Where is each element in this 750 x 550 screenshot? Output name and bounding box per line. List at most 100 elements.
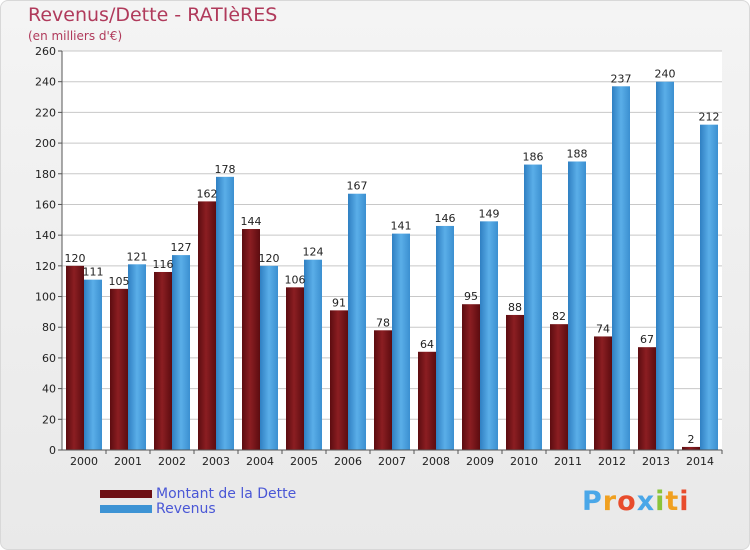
data-label-revenus: 188: [567, 147, 588, 160]
bar-revenus: [656, 81, 674, 450]
y-tick-label: 160: [35, 198, 56, 211]
y-tick-label: 40: [42, 383, 56, 396]
bar-revenus: [216, 176, 234, 451]
x-tick-label: 2013: [642, 455, 670, 468]
data-label-dette: 91: [332, 296, 346, 309]
y-tick-label: 260: [35, 45, 56, 58]
bar-revenus: [524, 164, 542, 451]
x-tick-label: 2000: [70, 455, 98, 468]
data-label-revenus: 167: [347, 180, 368, 193]
data-label-dette: 144: [241, 215, 262, 228]
bar-dette: [594, 336, 612, 450]
bar-dette: [110, 288, 128, 450]
bar-dette: [242, 229, 260, 450]
logo-letter: t: [665, 486, 680, 517]
data-label-dette: 120: [65, 252, 86, 265]
x-tick-label: 2008: [422, 455, 450, 468]
legend-label-dette: Montant de la Dette: [156, 486, 297, 502]
bar-revenus: [392, 233, 410, 450]
data-label-dette: 95: [464, 290, 478, 303]
bar-dette: [638, 347, 656, 450]
logo-letter: o: [617, 486, 637, 517]
data-label-revenus: 240: [655, 68, 676, 81]
data-label-revenus: 127: [171, 241, 192, 254]
x-axis-ticks: 2000 2001 2002 2003 2004 2005 2006 2007 2008 2009…: [70, 450, 723, 468]
x-tick-label: 2010: [510, 455, 538, 468]
bar-dette: [374, 330, 392, 450]
data-label-dette: 162: [197, 187, 218, 200]
x-tick-label: 2005: [290, 455, 318, 468]
data-label-revenus: 121: [127, 250, 148, 263]
x-tick-label: 2001: [114, 455, 142, 468]
data-labels: 1201111051211161271621781441201061249116…: [65, 68, 720, 446]
data-label-revenus: 111: [83, 266, 104, 279]
bar-dette: [550, 324, 568, 450]
y-tick-label: 200: [35, 137, 56, 150]
data-label-dette: 88: [508, 301, 522, 314]
bar-dette: [198, 201, 216, 450]
bar-dette: [66, 265, 84, 450]
legend-item-dette: Montant de la Dette: [100, 486, 296, 502]
data-label-dette: 64: [420, 338, 434, 351]
x-tick-label: 2012: [598, 455, 626, 468]
y-tick-label: 0: [49, 444, 56, 457]
y-axis-ticks: 0 20 40 60 80 100 120 140 160 180 200 220 240 260: [35, 45, 62, 457]
data-label-revenus: 212: [699, 111, 720, 124]
bar-dette: [330, 310, 348, 450]
bar-dette: [418, 351, 436, 450]
bar-revenus: [612, 86, 630, 451]
y-tick-label: 120: [35, 260, 56, 273]
bar-revenus: [128, 264, 146, 450]
data-label-dette: 78: [376, 316, 390, 329]
data-label-dette: 116: [153, 258, 174, 271]
data-label-revenus: 149: [479, 207, 500, 220]
bar-dette: [286, 287, 304, 450]
data-label-revenus: 146: [435, 212, 456, 225]
bar-dette: [506, 314, 524, 450]
data-label-dette: 2: [688, 433, 695, 446]
bar-revenus: [304, 259, 322, 450]
bar-dette: [682, 446, 700, 450]
y-tick-label: 140: [35, 229, 56, 242]
bars: [66, 81, 718, 451]
data-label-revenus: 178: [215, 163, 236, 176]
data-label-dette: 67: [640, 333, 654, 346]
x-tick-label: 2011: [554, 455, 582, 468]
y-tick-label: 240: [35, 76, 56, 89]
x-tick-label: 2002: [158, 455, 186, 468]
legend-item-revenus: Revenus: [100, 501, 216, 517]
bar-dette: [154, 271, 172, 450]
data-label-revenus: 124: [303, 246, 324, 259]
y-tick-label: 60: [42, 352, 56, 365]
bar-revenus: [260, 265, 278, 450]
x-tick-label: 2006: [334, 455, 362, 468]
y-tick-label: 20: [42, 413, 56, 426]
legend-swatch-revenus: [100, 505, 152, 513]
chart-subtitle: (en milliers d'€): [28, 29, 123, 43]
bar-revenus: [568, 161, 586, 450]
y-tick-label: 80: [42, 321, 56, 334]
chart-title: Revenus/Dette - RATIèRES: [28, 4, 278, 26]
data-label-dette: 105: [109, 275, 130, 288]
data-label-dette: 82: [552, 310, 566, 323]
bar-revenus: [172, 255, 190, 450]
logo-letter: i: [679, 486, 690, 517]
data-label-dette: 74: [596, 322, 610, 335]
data-label-dette: 106: [285, 273, 306, 286]
logo-letter: x: [636, 486, 656, 517]
bar-revenus: [480, 221, 498, 450]
bar-dette: [462, 304, 480, 450]
bar-revenus: [84, 279, 102, 450]
bar-revenus: [700, 124, 718, 451]
x-tick-label: 2007: [378, 455, 406, 468]
x-tick-label: 2014: [686, 455, 714, 468]
y-tick-label: 220: [35, 106, 56, 119]
logo-letter: r: [602, 486, 618, 517]
x-tick-label: 2004: [246, 455, 274, 468]
legend-label-revenus: Revenus: [156, 501, 216, 517]
y-tick-label: 100: [35, 291, 56, 304]
y-tick-label: 180: [35, 168, 56, 181]
x-tick-label: 2009: [466, 455, 494, 468]
bar-revenus: [348, 193, 366, 450]
